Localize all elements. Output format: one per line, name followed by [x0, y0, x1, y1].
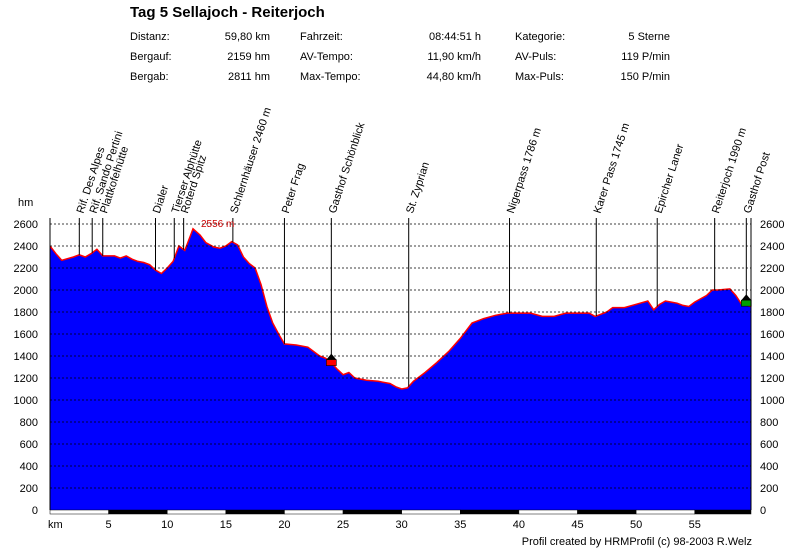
y-tick-right-800: 800: [760, 417, 778, 429]
y-tick-right-400: 400: [760, 461, 778, 473]
x-axis-segment-20: [284, 509, 344, 515]
waypoint-label-7: Peter Frag: [280, 162, 307, 215]
waypoint-label-9: St. Zyprian: [404, 161, 432, 215]
waypoint-label-11: Karer Pass 1745 m: [592, 122, 633, 215]
stat-value-av-tempo: 11,90 km/h: [427, 51, 481, 63]
x-axis-segment-15: [225, 509, 285, 515]
marker-0: [326, 359, 337, 366]
chart-title: Tag 5 Sellajoch - Reiterjoch: [130, 4, 325, 21]
x-tick-5: 5: [106, 519, 112, 531]
stat-label-kategorie: Kategorie:: [515, 31, 566, 43]
credit-text: Profil created by HRMProfil (c) 98-2003 …: [521, 536, 752, 548]
stat-label-bergauf: Bergauf:: [130, 51, 172, 63]
y-tick-left-600: 600: [20, 439, 38, 451]
stat-label-max-tempo: Max-Tempo:: [300, 71, 361, 83]
stat-value-fahrzeit: 08:44:51 h: [429, 31, 481, 43]
peak-label: 2556 m: [201, 219, 234, 230]
x-tick-50: 50: [630, 519, 642, 531]
waypoint-label-13: Reiterjoch 1990 m: [710, 126, 749, 215]
y-tick-left-2400: 2400: [14, 241, 38, 253]
y-tick-right-1000: 1000: [760, 395, 784, 407]
x-axis-segment-30: [401, 509, 461, 515]
waypoint-label-8: Gasthof Schönblick: [327, 121, 368, 215]
stat-value-kategorie: 5 Sterne: [628, 31, 670, 43]
x-axis-segment-35: [460, 509, 520, 515]
x-axis-segment-5: [108, 509, 168, 515]
stat-label-max-puls: Max-Puls:: [515, 71, 564, 83]
y-tick-right-2600: 2600: [760, 219, 784, 231]
y-tick-right-1800: 1800: [760, 307, 784, 319]
y-tick-right-2400: 2400: [760, 241, 784, 253]
y-tick-left-2600: 2600: [14, 219, 38, 231]
y-tick-left-2200: 2200: [14, 263, 38, 275]
y-tick-right-1600: 1600: [760, 329, 784, 341]
y-tick-left-2000: 2000: [14, 285, 38, 297]
y-tick-left-1000: 1000: [14, 395, 38, 407]
marker-tip-0: [326, 353, 337, 360]
stat-value-max-tempo: 44,80 km/h: [426, 71, 481, 83]
x-axis-segment-50: [635, 509, 695, 515]
x-axis-segment-45: [577, 509, 637, 515]
stat-label-av-puls: AV-Puls:: [515, 51, 557, 63]
stat-label-fahrzeit: Fahrzeit:: [300, 31, 343, 43]
stat-label-bergab: Bergab:: [130, 71, 169, 83]
y-tick-left-1200: 1200: [14, 373, 38, 385]
y-tick-right-2200: 2200: [760, 263, 784, 275]
x-tick-40: 40: [513, 519, 525, 531]
x-tick-45: 45: [571, 519, 583, 531]
waypoint-label-12: Epircher Laner: [653, 142, 687, 215]
stat-label-av-tempo: AV-Tempo:: [300, 51, 353, 63]
waypoint-label-6: Schlernhäuser 2460 m: [228, 106, 274, 215]
marker-1: [741, 299, 752, 307]
y-tick-left-0: 0: [32, 505, 38, 517]
y-tick-right-1400: 1400: [760, 351, 784, 363]
x-axis-segment-40: [518, 509, 578, 515]
y-tick-left-1400: 1400: [14, 351, 38, 363]
x-tick-35: 35: [454, 519, 466, 531]
stat-value-bergab: 2811 hm: [228, 71, 270, 83]
waypoint-label-10: Nigerpass 1786 m: [505, 126, 544, 215]
elevation-area: [50, 228, 751, 511]
x-axis-segment-25: [342, 509, 402, 515]
x-axis-label: km: [48, 519, 63, 531]
x-tick-15: 15: [220, 519, 232, 531]
y-tick-left-200: 200: [20, 483, 38, 495]
y-tick-left-1600: 1600: [14, 329, 38, 341]
x-tick-20: 20: [278, 519, 290, 531]
y-tick-left-800: 800: [20, 417, 38, 429]
x-tick-30: 30: [396, 519, 408, 531]
stat-value-bergauf: 2159 hm: [227, 51, 270, 63]
waypoint-label-14: Gasthof Post: [742, 151, 773, 215]
marker-tip-1: [741, 294, 752, 301]
y-tick-right-0: 0: [760, 505, 766, 517]
y-tick-left-1800: 1800: [14, 307, 38, 319]
stat-value-av-puls: 119 P/min: [621, 51, 670, 63]
y-tick-right-200: 200: [760, 483, 778, 495]
x-axis-segment-55: [694, 509, 752, 515]
y-tick-right-600: 600: [760, 439, 778, 451]
x-tick-25: 25: [337, 519, 349, 531]
y-tick-right-2000: 2000: [760, 285, 784, 297]
x-axis-segment-10: [166, 509, 227, 515]
y-tick-left-400: 400: [20, 461, 38, 473]
x-axis-segment-0: [49, 509, 109, 515]
stat-value-distanz: 59,80 km: [224, 31, 270, 43]
waypoint-label-3: Dialer: [151, 184, 171, 215]
stat-value-max-puls: 150 P/min: [620, 71, 670, 83]
x-tick-55: 55: [689, 519, 701, 531]
x-tick-10: 10: [161, 519, 173, 531]
stat-label-distanz: Distanz:: [130, 31, 170, 43]
elevation-line: [49, 227, 752, 390]
y-axis-label: hm: [18, 197, 33, 209]
y-tick-right-1200: 1200: [760, 373, 784, 385]
